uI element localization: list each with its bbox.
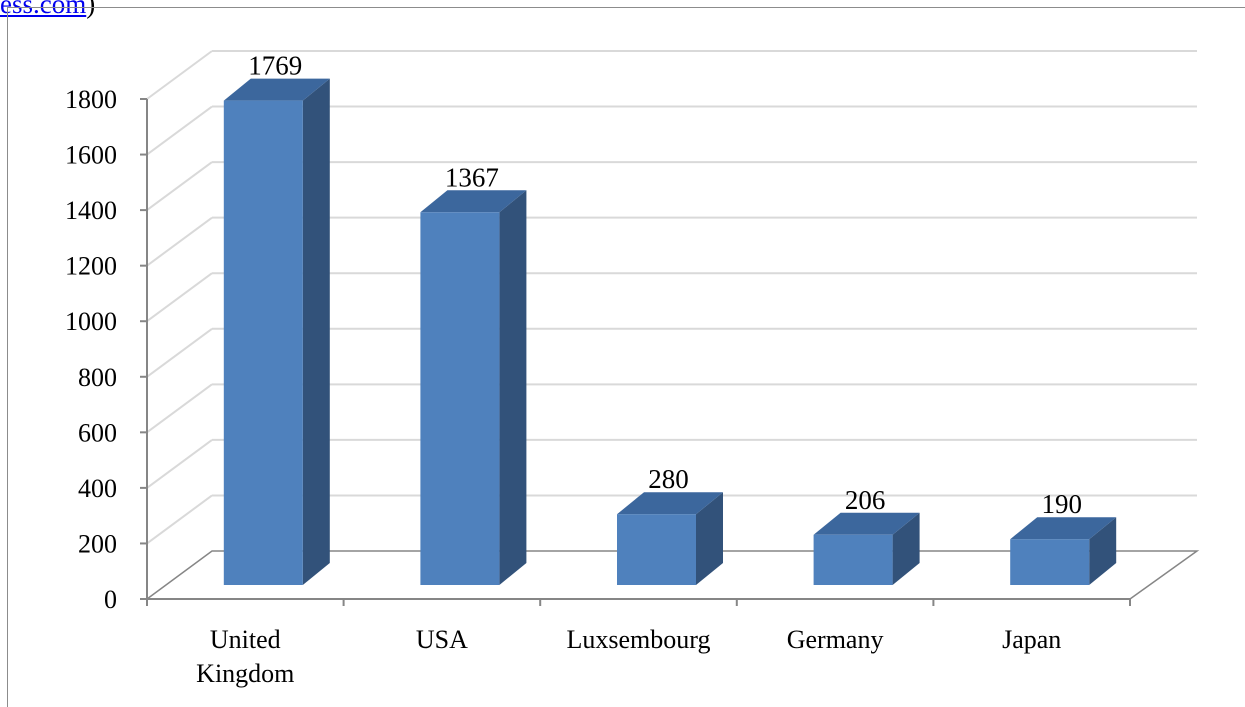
bar-side [499, 190, 527, 585]
bar-front [813, 534, 893, 585]
gridline-diagonal [146, 383, 213, 434]
gridline-diagonal [146, 439, 213, 489]
y-tick-label: 1600 [65, 141, 117, 170]
bars [223, 78, 1117, 585]
y-tick-label: 600 [78, 418, 117, 447]
gridline-diagonal [146, 50, 213, 100]
y-tick-label: 400 [78, 474, 117, 503]
data-label: 1769 [248, 51, 302, 81]
source-link-paren: ) [86, 0, 96, 19]
bar-luxsembourg [617, 492, 723, 585]
y-tick-labels: 0 200 400 600 800 1000 1200 1400 1600 1800 [65, 85, 117, 614]
bar-side [696, 492, 723, 585]
x-tick-labels: United Kingdom USA Luxsembourg Germany Japan [196, 625, 1061, 688]
y-tick-label: 1000 [65, 307, 117, 336]
bar-side [302, 78, 330, 585]
bar-front [420, 212, 500, 585]
source-link-text[interactable]: ess.com [0, 0, 87, 19]
x-tick-label-line: United [210, 625, 281, 654]
gridlines [146, 50, 1197, 545]
x-tick-label: Japan [1002, 625, 1061, 654]
bar-top [813, 512, 920, 535]
y-tick-label: 1400 [65, 196, 117, 225]
x-tick-label: United Kingdom [196, 625, 294, 688]
bar-top [1010, 517, 1117, 540]
chart-frame [7, 7, 1245, 707]
bar-side [1089, 517, 1117, 585]
gridline-diagonal [146, 494, 213, 545]
bar-united-kingdom [223, 78, 330, 585]
gridline-diagonal [146, 161, 213, 211]
gridline-diagonal [146, 216, 213, 267]
gridline-diagonal [146, 105, 213, 156]
source-link[interactable]: ess.com) [0, 0, 95, 18]
y-tick-label: 1800 [65, 85, 117, 114]
bar-side [892, 512, 920, 585]
bar-front [223, 100, 303, 585]
bar-usa [420, 190, 527, 585]
x-tick-label-line: Japan [1002, 625, 1061, 654]
bar-front [617, 514, 696, 585]
y-tick-label: 0 [104, 585, 117, 614]
x-tick-label: USA [416, 625, 468, 654]
bar-germany [813, 512, 920, 585]
x-tick-label-line: USA [416, 625, 468, 654]
gridline-diagonal [146, 327, 213, 378]
bar-top [617, 492, 723, 515]
x-tick-label: Luxsembourg [567, 625, 711, 654]
bar-top [420, 190, 527, 213]
x-tick-label-line: Kingdom [196, 659, 294, 688]
bar-front [1010, 539, 1090, 585]
data-label: 280 [648, 464, 689, 494]
data-label: 1367 [445, 162, 499, 192]
bar-japan [1010, 517, 1117, 585]
data-label: 206 [845, 485, 886, 515]
bar-top [223, 78, 330, 101]
x-tick-label-line: Germany [787, 625, 884, 654]
y-tick-label: 1200 [65, 252, 117, 281]
gridline-diagonal [146, 272, 213, 323]
x-tick-label-line: Luxsembourg [567, 625, 711, 654]
data-labels: 1769 1367 280 206 190 [248, 51, 1082, 520]
y-tick-label: 800 [78, 363, 117, 392]
data-label: 190 [1041, 489, 1082, 519]
x-tick-label: Germany [787, 625, 884, 654]
y-tick-label: 200 [78, 529, 117, 558]
